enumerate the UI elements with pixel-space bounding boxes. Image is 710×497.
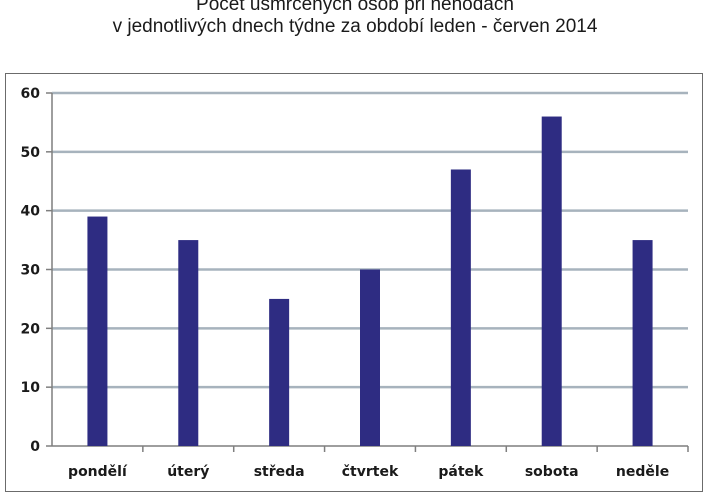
x-axis-categories: pondělí úterý středa čtvrtek pátek sobota nedě… <box>68 464 669 480</box>
bar-4 <box>360 269 380 446</box>
bar-6 <box>541 116 562 447</box>
bar-5 <box>450 169 471 446</box>
chart-title: Počet usmrcených osob při nehodách v jed… <box>0 0 710 38</box>
bars <box>87 116 653 447</box>
y-tick-label: 10 <box>21 380 41 396</box>
x-category-label: pondělí <box>68 464 128 480</box>
bar-2 <box>178 240 199 446</box>
y-axis-ticks: 0 10 20 30 40 50 60 <box>21 86 41 455</box>
x-category-label: sobota <box>525 464 579 480</box>
x-category-label: čtvrtek <box>342 464 399 480</box>
y-tick-label: 20 <box>21 321 41 337</box>
y-tick-label: 40 <box>21 204 41 220</box>
x-category-label: neděle <box>616 464 669 480</box>
axes <box>46 92 689 452</box>
x-category-label: středa <box>254 464 305 480</box>
chart-title-line-2: v jednotlivých dnech týdne za období led… <box>112 16 598 37</box>
bar-7 <box>632 240 653 446</box>
chart-frame <box>5 73 703 492</box>
bar-1 <box>87 216 108 446</box>
y-tick-label: 30 <box>21 263 41 279</box>
y-tick-label: 0 <box>30 439 40 455</box>
bar-3 <box>269 298 290 446</box>
x-category-label: pátek <box>438 464 484 480</box>
x-category-label: úterý <box>167 464 209 480</box>
y-tick-label: 60 <box>21 86 41 102</box>
y-tick-label: 50 <box>21 145 41 161</box>
chart-title-line-1: Počet usmrcených osob při nehodách <box>196 0 514 15</box>
